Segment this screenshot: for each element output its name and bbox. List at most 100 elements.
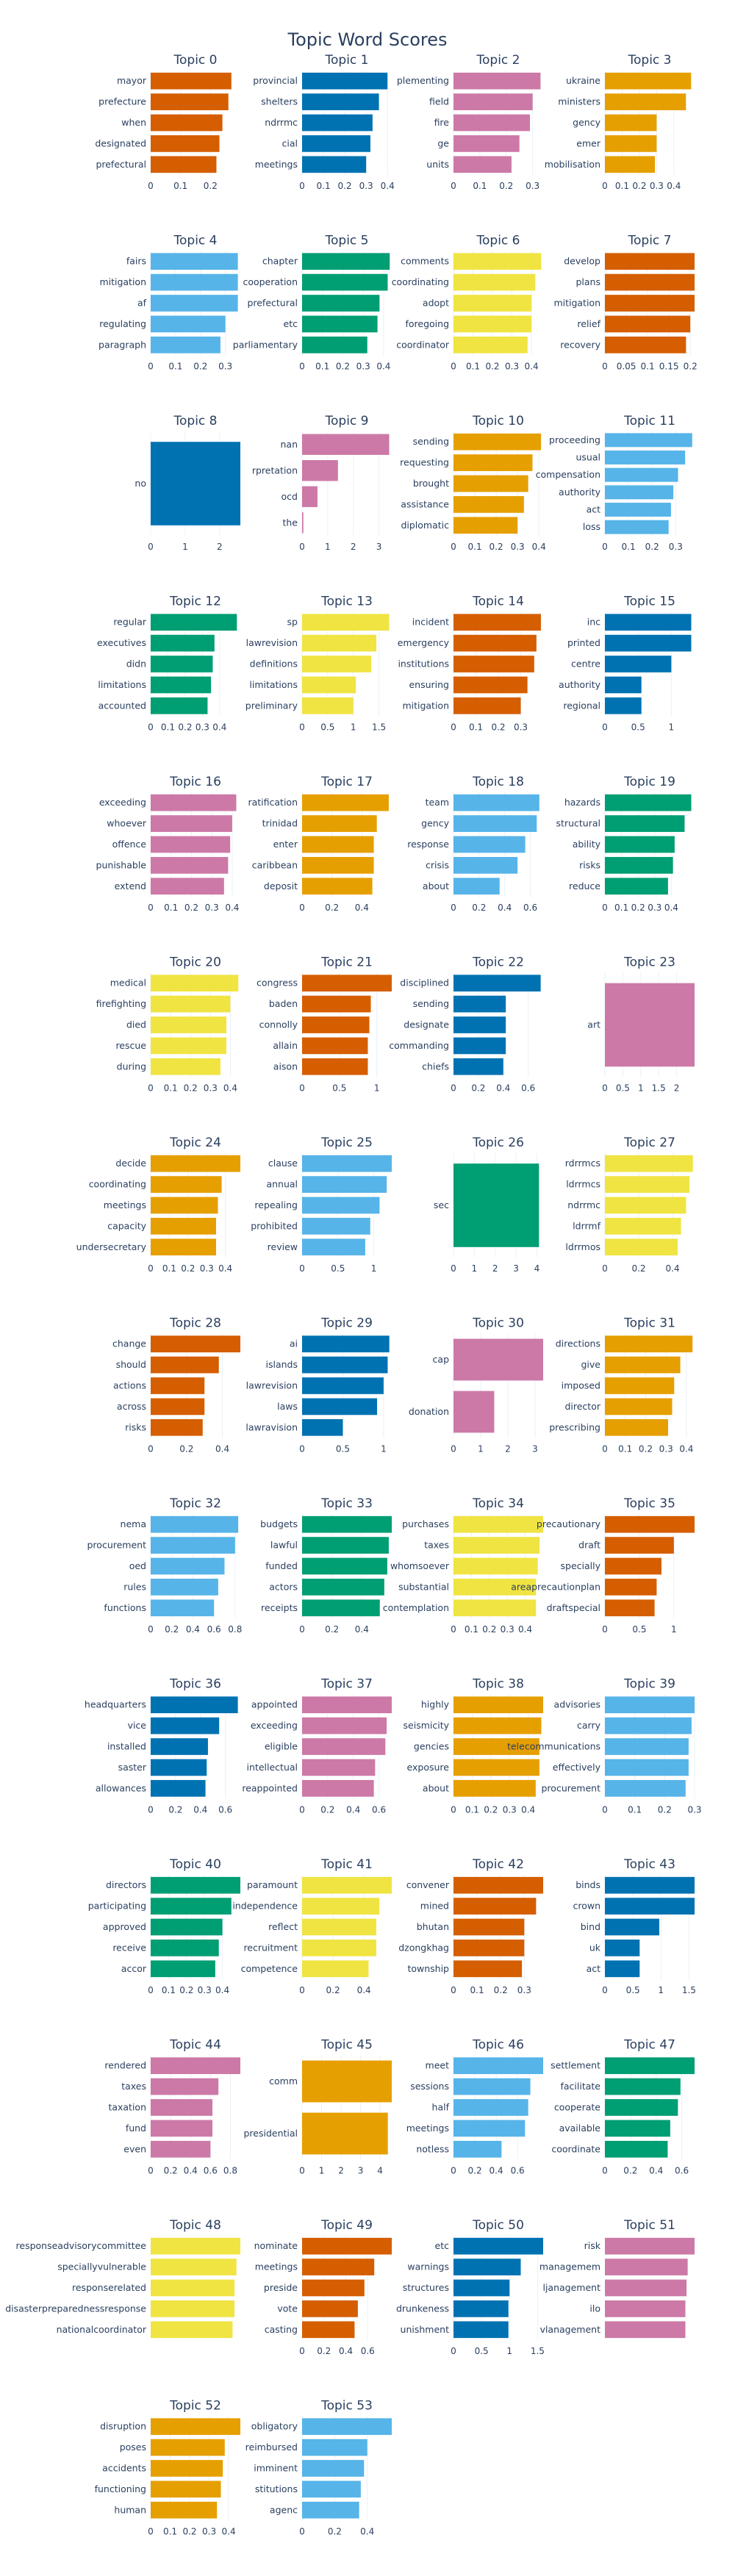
x-tick-label: 0.2 — [658, 1805, 672, 1815]
x-tick-label: 0 — [451, 2166, 456, 2176]
x-tick-label: 0 — [299, 2346, 305, 2356]
category-label: laws — [277, 1401, 298, 1412]
panel-title: Topic 4 — [173, 234, 218, 248]
category-label: nan — [280, 439, 298, 450]
x-tick-label: 3 — [358, 2166, 364, 2176]
bar — [453, 93, 533, 110]
x-tick-label: 0 — [602, 722, 608, 733]
bar — [453, 295, 532, 312]
x-tick-label: 0.4 — [212, 722, 226, 733]
category-label: vote — [277, 2303, 298, 2314]
topic-panel: Topic 43 0 0.5 1 1.5 binds crown bind uk act — [573, 1857, 695, 1995]
x-tick-label: 0.4 — [186, 1624, 200, 1635]
category-label: coordinate — [551, 2143, 600, 2154]
topic-panel: Topic 10 0 0.1 0.2 0.3 0.4 sending requesting br… — [400, 414, 546, 552]
bar — [453, 1338, 543, 1381]
category-label: intellectual — [247, 1762, 298, 1773]
bar — [302, 72, 388, 90]
panel-title: Topic 3 — [628, 53, 672, 68]
x-tick-label: 0.2 — [193, 362, 207, 372]
bar — [151, 2279, 235, 2297]
x-tick-label: 0 — [148, 1263, 154, 1274]
category-label: disruption — [100, 2421, 146, 2432]
category-label: draft — [578, 1540, 600, 1551]
bar — [302, 2112, 388, 2155]
category-label: rdrrmcs — [565, 1158, 600, 1169]
x-tick-label: 0 — [148, 362, 154, 372]
category-label: exceeding — [99, 797, 146, 808]
category-label: structural — [556, 818, 600, 829]
bar — [605, 336, 686, 354]
bar — [151, 1377, 205, 1394]
category-label: art — [587, 1019, 600, 1030]
category-label: should — [116, 1359, 146, 1370]
x-tick-label: 0.2 — [168, 1805, 182, 1815]
x-tick-label: 0.4 — [518, 1624, 532, 1635]
topic-panel: Topic 39 0 0.1 0.2 0.3 advisories carry telecom… — [507, 1677, 701, 1815]
category-label: directions — [556, 1338, 600, 1349]
bar — [151, 614, 237, 631]
x-tick-label: 0 — [602, 903, 608, 913]
x-tick-label: 0.2 — [179, 1444, 193, 1454]
bar — [453, 1515, 543, 1533]
category-label: firefighting — [96, 998, 146, 1009]
category-label: died — [126, 1019, 146, 1030]
panel-title: Topic 0 — [173, 53, 218, 68]
bar — [453, 2321, 509, 2339]
category-label: no — [135, 478, 146, 489]
bar — [302, 2237, 392, 2255]
category-label: didn — [126, 659, 146, 670]
x-tick-label: 0 — [148, 903, 154, 913]
category-label: exceeding — [251, 1720, 298, 1731]
x-tick-label: 0.3 — [356, 362, 370, 372]
bar — [151, 2480, 221, 2498]
bar — [453, 517, 518, 534]
x-tick-label: 0.1 — [317, 181, 331, 191]
bar — [302, 2279, 365, 2297]
x-tick-label: 1 — [319, 2166, 325, 2176]
category-label: crisis — [426, 859, 449, 870]
bar — [605, 467, 678, 482]
topic-panel: Topic 23 0 0.5 1 1.5 2 art — [587, 955, 695, 1094]
category-label: donation — [409, 1406, 449, 1417]
x-tick-label: 0.3 — [687, 1805, 701, 1815]
x-tick-label: 0.3 — [204, 1083, 218, 1094]
bar — [605, 1940, 640, 1956]
x-tick-label: 0.2 — [468, 2166, 482, 2176]
bar — [302, 1238, 365, 1256]
x-tick-label: 0.3 — [196, 722, 209, 733]
x-tick-label: 0.3 — [503, 1805, 517, 1815]
panel-title: Topic 34 — [472, 1496, 524, 1511]
x-tick-label: 0.2 — [472, 903, 486, 913]
bar — [605, 794, 692, 811]
bar — [453, 1759, 539, 1776]
x-tick-label: 2 — [338, 2166, 344, 2176]
x-tick-label: 0 — [451, 1444, 456, 1454]
x-tick-label: 0 — [299, 2166, 305, 2176]
panel-title: Topic 6 — [476, 234, 520, 248]
panel-title: Topic 48 — [169, 2218, 221, 2233]
x-tick-label: 0 — [299, 1805, 305, 1815]
category-label: ndrrmc — [567, 1199, 600, 1210]
category-label: dzongkhag — [398, 1942, 449, 1953]
x-tick-label: 0 — [602, 1444, 608, 1454]
x-tick-label: 0 — [148, 1444, 154, 1454]
panel-title: Topic 5 — [325, 234, 369, 248]
panel-title: Topic 44 — [169, 2038, 221, 2053]
category-label: areaprecautionplan — [511, 1581, 600, 1592]
x-tick-label: 0 — [451, 903, 456, 913]
bar — [151, 253, 238, 270]
x-tick-label: 0.3 — [650, 181, 664, 191]
panel-title: Topic 25 — [320, 1135, 373, 1150]
x-tick-label: 0 — [451, 542, 456, 552]
bar — [302, 1918, 376, 1936]
x-tick-label: 0.4 — [532, 542, 546, 552]
bar — [151, 1196, 218, 1214]
bar — [151, 656, 213, 672]
x-tick-label: 1 — [658, 1985, 664, 1995]
bar — [151, 1579, 218, 1596]
x-tick-label: 0 — [451, 1624, 456, 1635]
bar — [605, 253, 695, 270]
bar — [302, 614, 390, 631]
category-label: regulating — [99, 318, 146, 329]
